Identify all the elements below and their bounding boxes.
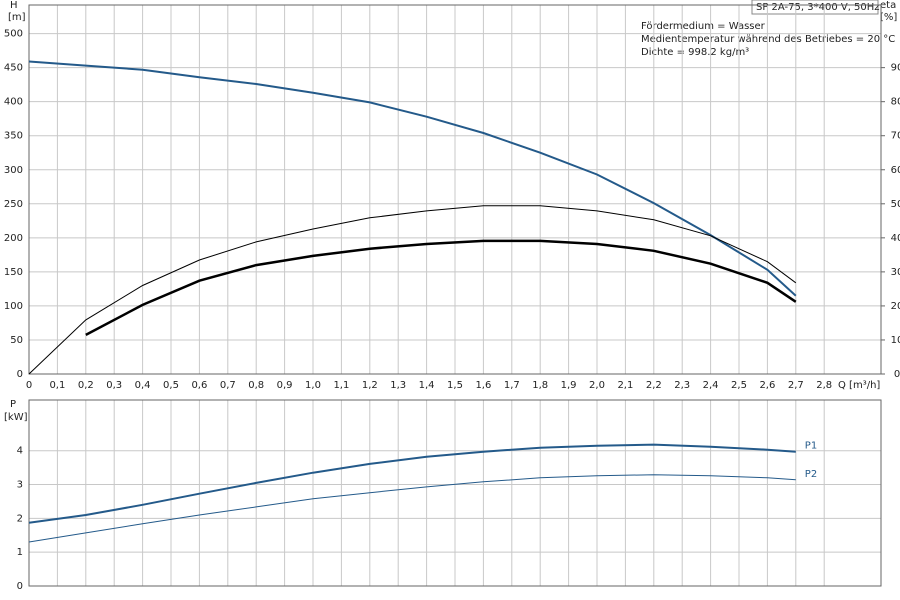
y2-tick-label: 40 [891, 233, 900, 244]
y2-tick-label: 50 [891, 199, 900, 210]
y-tick-label: 3 [17, 480, 23, 491]
y2-tick-label: 20 [891, 301, 900, 312]
x-axis-title: Q [m³/h] [838, 380, 880, 391]
plot-frame [28, 399, 882, 587]
y-tick-label: 350 [4, 131, 23, 142]
y-tick-label: 4 [17, 446, 23, 457]
series-line [28, 443, 796, 524]
y-tick-label: 2 [17, 513, 23, 524]
x-tick-label: 0,1 [49, 380, 65, 391]
y-tick-label: 100 [4, 301, 23, 312]
y-axis-unit: [m] [8, 12, 26, 23]
x-tick-label: 1,1 [333, 380, 349, 391]
x-tick-label: 2,6 [759, 380, 775, 391]
plot-frame [28, 4, 882, 375]
chart-title: SP 2A-75, 3*400 V, 50Hz [756, 2, 880, 13]
x-tick-label: 1,4 [419, 380, 435, 391]
y-axis-unit: [kW] [4, 412, 28, 423]
y-tick-label: 200 [4, 233, 23, 244]
series-line [28, 60, 797, 297]
x-tick-label: 1,0 [305, 380, 321, 391]
x-tick-label: 2,5 [731, 380, 747, 391]
series-line [28, 474, 796, 543]
y2-tick-label: 10 [891, 335, 900, 346]
x-tick-label: 2,0 [589, 380, 605, 391]
y-tick-label: 250 [4, 199, 23, 210]
x-tick-label: 2,1 [617, 380, 633, 391]
y-axis-title: H [10, 0, 18, 11]
y-tick-label: 1 [17, 547, 23, 558]
x-tick-label: 0,9 [277, 380, 293, 391]
x-tick-label: 0,6 [191, 380, 207, 391]
y2-axis-unit: [%] [880, 12, 897, 23]
y-tick-label: 500 [4, 29, 23, 40]
y-axis-title: P [10, 399, 16, 410]
y2-tick-label: 70 [891, 131, 900, 142]
y-tick-label: 300 [4, 165, 23, 176]
x-tick-label: 1,7 [504, 380, 520, 391]
y-tick-label: 400 [4, 97, 23, 108]
title-box [751, 0, 879, 15]
y2-tick-label: 30 [891, 267, 900, 278]
x-tick-label: 0,3 [106, 380, 122, 391]
annotation: Fördermedium = Wasser [641, 21, 766, 32]
series-label: P1 [805, 441, 817, 452]
series-line [85, 239, 797, 337]
annotation: Dichte = 998.2 kg/m³ [641, 47, 749, 58]
x-tick-label: 0,4 [135, 380, 151, 391]
x-tick-label: 2,7 [788, 380, 804, 391]
y2-tick-label: 90 [891, 63, 900, 74]
x-tick-label: 0,5 [163, 380, 179, 391]
x-tick-label: 1,6 [475, 380, 491, 391]
y2-axis-title: eta [880, 0, 896, 11]
x-tick-label: 1,9 [561, 380, 577, 391]
x-tick-label: 0,7 [220, 380, 236, 391]
x-tick-label: 0 [26, 380, 32, 391]
x-tick-label: 2,4 [703, 380, 719, 391]
y-tick-label: 50 [10, 335, 23, 346]
y2-tick-label: 80 [891, 97, 900, 108]
x-tick-label: 1,8 [532, 380, 548, 391]
y-tick-label: 0 [17, 369, 23, 380]
x-tick-label: 2,2 [646, 380, 662, 391]
y2-tick-label: 0 [894, 369, 900, 380]
series-label: P2 [805, 469, 817, 480]
series-line [28, 205, 797, 375]
y-tick-label: 450 [4, 63, 23, 74]
y2-tick-label: 60 [891, 165, 900, 176]
x-tick-label: 0,8 [248, 380, 264, 391]
x-tick-label: 2,3 [674, 380, 690, 391]
y-tick-label: 150 [4, 267, 23, 278]
x-tick-label: 1,3 [390, 380, 406, 391]
y-tick-label: 0 [17, 581, 23, 592]
x-tick-label: 1,5 [447, 380, 463, 391]
annotation: Medientemperatur während des Betriebes =… [641, 34, 895, 45]
x-tick-label: 0,2 [78, 380, 94, 391]
x-tick-label: 1,2 [362, 380, 378, 391]
x-tick-label: 2,8 [816, 380, 832, 391]
